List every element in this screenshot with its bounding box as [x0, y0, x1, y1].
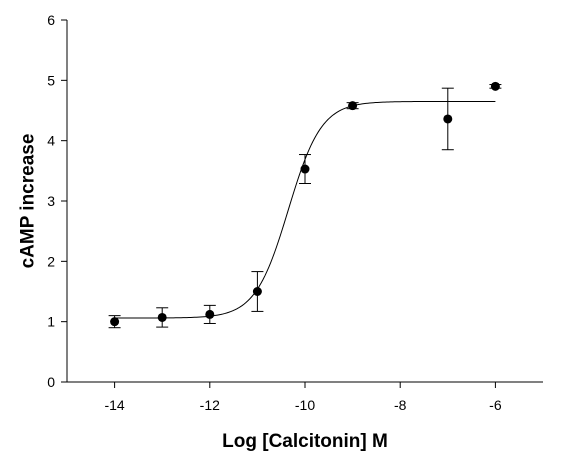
data-points: [110, 81, 500, 327]
error-bars: [108, 84, 502, 329]
x-tick-label: -10: [295, 397, 315, 413]
data-point: [205, 309, 215, 319]
x-tick-label: -8: [394, 397, 407, 413]
y-tick-label: 6: [47, 12, 55, 28]
data-point: [252, 287, 262, 296]
y-axis-title: cAMP increase: [18, 134, 39, 269]
data-point: [348, 101, 358, 111]
y-tick-label: 1: [47, 314, 55, 330]
y-tick-label: 5: [47, 72, 55, 88]
y-tick-label: 4: [47, 133, 55, 149]
x-tick-label: -12: [200, 397, 220, 413]
data-point: [110, 317, 120, 327]
y-tick-label: 0: [47, 374, 55, 390]
x-axis-title: Log [Calcitonin] M: [222, 431, 388, 452]
x-ticks: -14 -12 -10 -8 -6: [104, 382, 502, 413]
x-tick-label: -14: [104, 397, 124, 413]
x-tick-label: -6: [489, 397, 502, 413]
data-point: [490, 81, 500, 91]
y-ticks: 0 1 2 3 4 5 6: [47, 12, 67, 390]
y-tick-label: 3: [47, 193, 55, 209]
axes: [66, 20, 543, 383]
data-point: [443, 114, 453, 124]
data-point: [300, 164, 310, 174]
fit-curve: [114, 100, 496, 319]
data-point: [157, 312, 167, 322]
y-tick-label: 2: [47, 253, 55, 269]
